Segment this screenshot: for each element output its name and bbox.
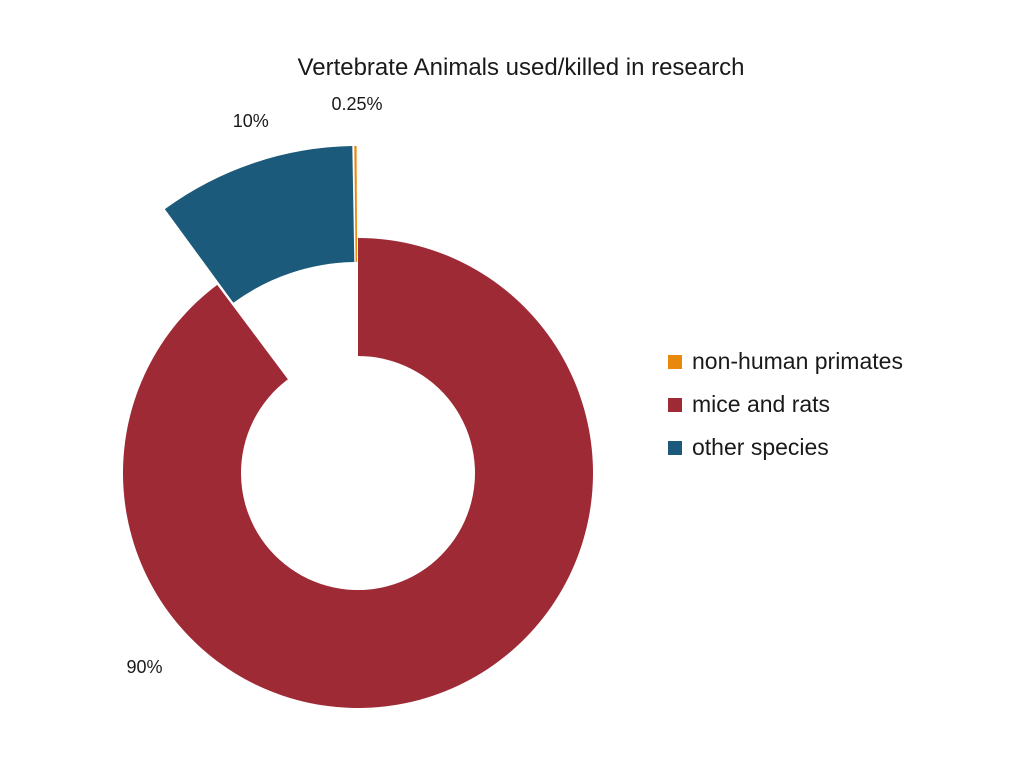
slices-group xyxy=(122,146,593,708)
slice-mice-and-rats xyxy=(122,238,593,708)
slice-other-species xyxy=(164,146,355,303)
legend-item-non-human-primates: non-human primates xyxy=(668,340,903,383)
legend-swatch-other-species xyxy=(668,440,682,455)
legend-item-other-species: other species xyxy=(668,426,903,469)
legend-label-non-human-primates: non-human primates xyxy=(692,348,903,374)
slice-label-non-human-primates: 0.25% xyxy=(331,94,382,114)
slice-non-human-primates xyxy=(354,146,358,263)
legend-swatch-non-human-primates xyxy=(668,354,682,369)
legend: non-human primates mice and rats other s… xyxy=(668,340,903,469)
legend-item-mice-and-rats: mice and rats xyxy=(668,383,903,426)
slice-label-mice-and-rats: 90% xyxy=(126,657,162,677)
chart-title: Vertebrate Animals used/killed in resear… xyxy=(298,54,745,81)
labels-group: 0.25% 10% 90% xyxy=(126,94,382,677)
legend-swatch-mice-and-rats xyxy=(668,397,682,412)
legend-label-mice-and-rats: mice and rats xyxy=(692,391,831,417)
slice-label-other-species: 10% xyxy=(233,111,269,131)
legend-label-other-species: other species xyxy=(692,434,829,460)
